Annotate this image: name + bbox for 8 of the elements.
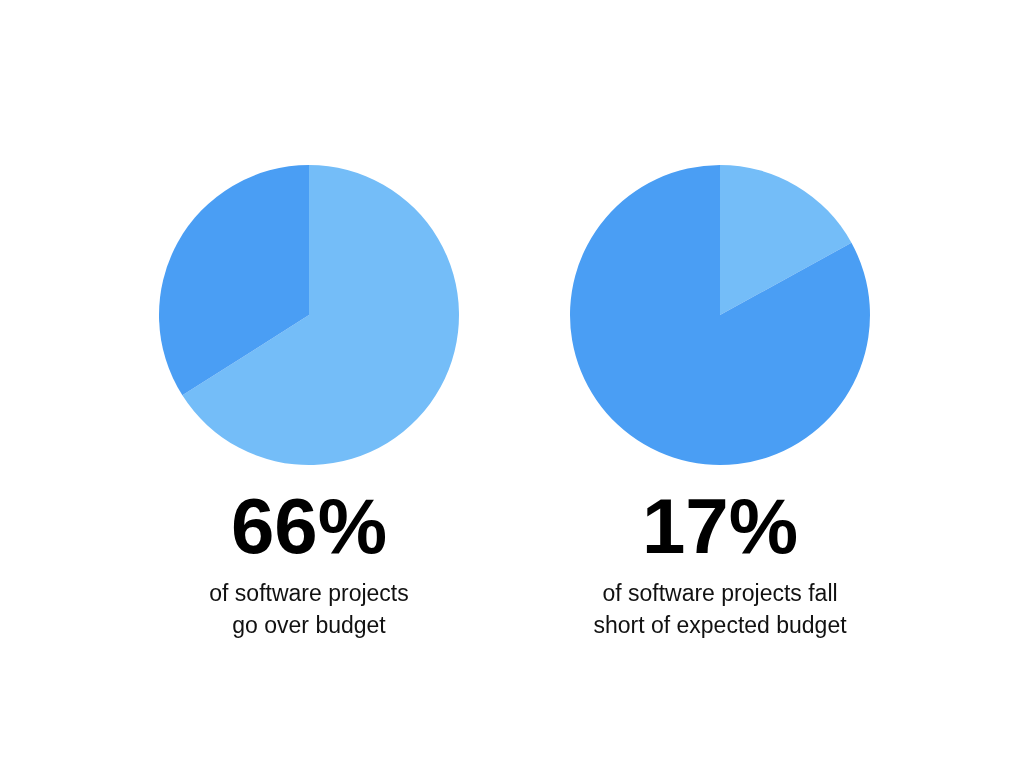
pie-slice bbox=[720, 165, 852, 315]
text: of software projects go over budget bbox=[209, 580, 409, 638]
text: of software projects fall short of expected budget bbox=[593, 580, 848, 638]
text: 66% bbox=[230, 482, 388, 570]
pie-slice bbox=[182, 165, 459, 465]
pie-slice bbox=[159, 165, 309, 396]
pie-slice bbox=[570, 165, 870, 465]
text: 17% bbox=[641, 482, 799, 570]
